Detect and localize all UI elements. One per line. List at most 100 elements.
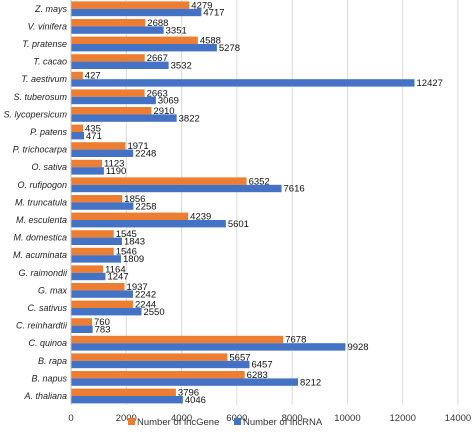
bar-number-of-lncrna-z-mays (71, 8, 202, 17)
bar-number-of-lncgene-c-reinhardtii (71, 318, 93, 326)
data-label: 2550 (143, 307, 164, 318)
category-label: S. tuberosum (13, 92, 67, 102)
data-label: 6352 (249, 176, 270, 187)
data-label: 6283 (247, 370, 268, 381)
data-label: 4046 (185, 395, 206, 406)
category-label: A. thaliana (23, 391, 67, 401)
data-label: 760 (94, 317, 110, 328)
bar-number-of-lncgene-p-trichocarpa (71, 142, 126, 150)
bar-number-of-lncrna-m-domestica (71, 237, 122, 245)
data-label: 2667 (147, 53, 168, 64)
category-label: B. rapa (38, 356, 67, 366)
category-label: B. napus (31, 373, 67, 383)
bar-number-of-lncgene-s-lycopersicum (71, 107, 152, 115)
data-label: 7678 (285, 335, 306, 346)
legend-swatch-lncrna (234, 418, 241, 425)
bar-number-of-lncgene-t-aestivum (71, 71, 83, 80)
data-label: 1545 (116, 229, 137, 240)
bar-number-of-lncrna-p-patens (71, 132, 85, 140)
data-label: 1190 (106, 166, 126, 177)
category-label: S. lycopersicum (3, 109, 67, 119)
category-label: M. acuminata (13, 250, 67, 260)
data-label: 1809 (123, 254, 144, 265)
data-label: 6457 (251, 360, 272, 371)
data-label: 1971 (127, 141, 148, 152)
category-label: T. aestivum (21, 74, 67, 84)
data-label: 12427 (417, 78, 443, 89)
bar-number-of-lncrna-g-raimondii (71, 272, 106, 281)
legend-swatch-lncgene (128, 418, 135, 425)
data-label: 427 (85, 71, 101, 82)
x-tick-label: 8000 (282, 413, 303, 424)
data-label: 3822 (179, 113, 200, 124)
bar-number-of-lncgene-m-acuminata (71, 247, 114, 256)
data-label: 4279 (191, 0, 212, 11)
data-label: 5278 (219, 43, 240, 54)
category-label: C. sativus (27, 303, 67, 313)
category-label: G. max (38, 285, 68, 295)
data-label: 471 (86, 131, 102, 142)
bar-number-of-lncgene-p-patens (71, 124, 84, 132)
category-label: C. reinhardtii (16, 321, 68, 331)
data-label: 7616 (284, 184, 305, 195)
bar-number-of-lncgene-g-max (71, 283, 125, 291)
bar-number-of-lncrna-a-thaliana (71, 396, 183, 404)
category-label: M. domestica (13, 233, 67, 243)
bar-number-of-lncgene-z-mays (71, 1, 190, 9)
data-label: 3069 (158, 96, 179, 107)
data-label: 8212 (300, 377, 321, 388)
bars (71, 1, 415, 404)
data-label: 2688 (147, 18, 168, 29)
data-label: 1247 (107, 272, 128, 283)
data-label: 5657 (229, 352, 250, 363)
legend-label-lncgene: Number of lncGene (137, 417, 219, 428)
data-label: 1937 (127, 282, 148, 293)
category-label: T. cacao (33, 57, 67, 67)
bar-number-of-lncrna-m-acuminata (71, 255, 122, 263)
x-tick-label: 10000 (334, 413, 360, 424)
x-tick-label: 14000 (445, 413, 471, 424)
bar-number-of-lncrna-t-cacao (71, 61, 169, 69)
bar-number-of-lncrna-t-aestivum (71, 79, 415, 87)
data-label: 2242 (135, 289, 156, 300)
x-tick-label: 4000 (171, 413, 192, 424)
bar-number-of-lncgene-t-pratense (71, 36, 198, 44)
data-label: 1856 (124, 194, 145, 205)
data-label: 783 (95, 325, 111, 336)
bar-number-of-lncrna-t-pratense (71, 44, 217, 52)
category-label: O. sativa (31, 162, 67, 172)
data-label: 2663 (147, 88, 168, 99)
bar-number-of-lncrna-c-quinoa (71, 343, 346, 351)
category-label: P. patens (30, 127, 67, 137)
bar-number-of-lncgene-o-sativa (71, 159, 103, 168)
x-tick-label: 12000 (390, 413, 416, 424)
legend-label-lncrna: Number of lncRNA (243, 417, 323, 428)
bar-number-of-lncrna-o-sativa (71, 167, 104, 175)
data-label: 4588 (200, 36, 221, 47)
category-label: G. raimondii (18, 268, 68, 278)
bar-number-of-lncgene-c-sativus (71, 300, 134, 308)
bar-number-of-lncgene-o-rufipogon (71, 177, 247, 185)
bar-number-of-lncrna-p-trichocarpa (71, 149, 134, 157)
data-label: 1123 (104, 159, 124, 170)
bar-number-of-lncgene-m-domestica (71, 230, 114, 238)
bar-number-of-lncrna-m-truncatula (71, 202, 134, 210)
bar-number-of-lncgene-m-truncatula (71, 195, 123, 203)
data-label: 2910 (153, 106, 174, 117)
data-label: 2258 (135, 201, 156, 212)
bar-number-of-lncrna-g-max (71, 290, 133, 298)
data-label: 9928 (347, 342, 368, 353)
bar-number-of-lncgene-v-vinifera (71, 19, 146, 27)
bar-number-of-lncgene-m-esculenta (71, 212, 189, 220)
data-label: 1164 (105, 264, 125, 275)
bar-number-of-lncrna-o-rufipogon (71, 184, 282, 193)
category-label: O. rufipogon (17, 180, 67, 190)
bar-number-of-lncgene-c-quinoa (71, 335, 284, 344)
bar-number-of-lncrna-c-sativus (71, 308, 142, 316)
data-label: 5601 (228, 219, 249, 230)
x-tick-label: 0 (68, 413, 73, 424)
category-label: T. pratense (22, 39, 67, 49)
data-label: 1843 (124, 237, 145, 248)
